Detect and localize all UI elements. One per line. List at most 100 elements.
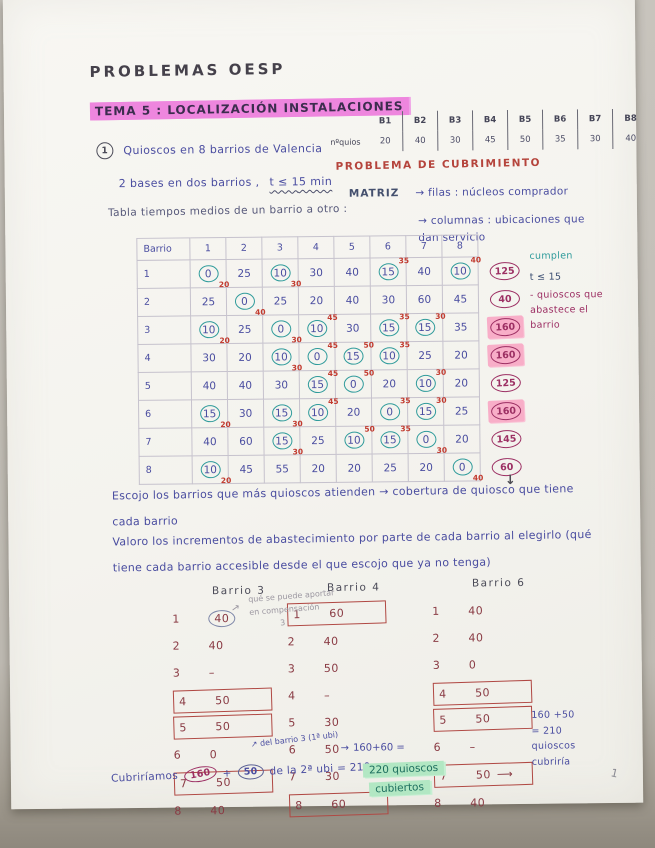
time-value: 25 bbox=[418, 349, 432, 362]
increment-barrio-number: 3 bbox=[172, 666, 181, 680]
pencil-arrow-icon: ↗ bbox=[230, 602, 241, 615]
increment-barrio-number: 4 bbox=[438, 687, 447, 701]
increment-value: 50 bbox=[474, 686, 491, 700]
increment-row: 5 50 bbox=[173, 713, 273, 740]
increment-row: 8 40 bbox=[174, 797, 266, 825]
increment-value: 50 bbox=[324, 742, 340, 757]
arrow-right-icon: → bbox=[340, 742, 350, 754]
kiosk-count-value: 45 bbox=[473, 130, 509, 151]
selected-time-value: 0 20 bbox=[198, 265, 229, 289]
increment-row: 2 40 bbox=[287, 627, 379, 655]
increment-row: 3 50 bbox=[288, 654, 380, 682]
matrix-total-header bbox=[478, 234, 530, 256]
time-value: 20 bbox=[454, 348, 468, 362]
increment-column-title: Barrio 6 bbox=[471, 576, 526, 590]
increment-value: – bbox=[469, 740, 476, 754]
matrix-cell: 30 bbox=[227, 399, 265, 428]
increment-value: 30 bbox=[324, 715, 340, 730]
time-matrix: Barrio 1 2 3 4 5 6 7 8 1 0 20 25 10 30 30 40 15 35 40 10 40 12… bbox=[136, 234, 533, 488]
increment-barrio-number: 5 bbox=[288, 716, 296, 730]
kiosk-col-header: B2 bbox=[402, 110, 439, 132]
time-value: 35 bbox=[453, 320, 468, 334]
kiosk-col-header: B4 bbox=[472, 110, 509, 131]
row-total-value: 145 bbox=[491, 429, 522, 449]
matrix-cell: 10 20 bbox=[191, 315, 230, 345]
time-value: 25 bbox=[273, 294, 288, 308]
matrix-row-label: 8 bbox=[138, 456, 193, 485]
matrix-cell: 15 30 bbox=[407, 396, 447, 427]
kiosk-row-label: nºquios bbox=[330, 137, 361, 147]
increment-row: 2 40 bbox=[172, 632, 264, 660]
row-total-cell: 160 bbox=[479, 313, 531, 342]
increment-barrio-number: 6 bbox=[173, 748, 182, 762]
increment-value: 40 bbox=[468, 604, 484, 618]
matrix-cell: 25 bbox=[227, 315, 264, 344]
time-value: 25 bbox=[454, 404, 469, 418]
selected-time-value: 15 45 bbox=[307, 369, 338, 394]
matrix-label: MATRIZ bbox=[348, 187, 400, 200]
row-total-cell: 160 bbox=[480, 397, 532, 426]
time-value: 55 bbox=[275, 462, 289, 476]
matrix-cell: 25 bbox=[407, 341, 444, 371]
matrix-cell: 25 bbox=[190, 288, 228, 317]
selected-time-value: 15 20 bbox=[199, 405, 231, 429]
selected-time-value: 10 45 bbox=[307, 397, 339, 422]
selected-time-value: 15 30 bbox=[271, 404, 303, 428]
matrix-cell: 10 20 bbox=[192, 455, 231, 485]
row-total-value: 40 bbox=[489, 289, 521, 309]
matrix-cell: 25 bbox=[226, 259, 263, 289]
increment-row: 6– bbox=[434, 733, 526, 761]
plus-sign: + bbox=[222, 766, 233, 780]
matrix-cell: 10 30 bbox=[407, 368, 446, 399]
selected-time-value: 10 35 bbox=[378, 340, 410, 365]
selected-time-value: 10 20 bbox=[200, 461, 231, 485]
time-value: 45 bbox=[453, 292, 468, 306]
analysis-paragraph-2: Valoro los incrementos de abastecimiento… bbox=[112, 527, 592, 575]
matrix-corner-label: Barrio bbox=[136, 237, 191, 261]
kiosk-count-value: 40 bbox=[403, 130, 439, 152]
matrix-cell: 40 bbox=[406, 257, 443, 287]
kiosk-count-value: 35 bbox=[543, 129, 579, 150]
increment-value: 50 bbox=[215, 719, 231, 734]
increment-barrio-number: 1 bbox=[172, 612, 180, 626]
time-value: 40 bbox=[345, 294, 360, 307]
matrix-cell: 10 40 bbox=[442, 255, 481, 286]
increment-value: 40 bbox=[470, 796, 486, 810]
matrix-cell: 45 bbox=[228, 455, 265, 484]
row-total: 125 bbox=[486, 259, 523, 283]
time-value: 20 bbox=[347, 462, 361, 475]
matrix-cell: 15 20 bbox=[191, 399, 231, 429]
time-value: 30 bbox=[381, 293, 396, 306]
increment-value: 50 bbox=[214, 693, 231, 708]
increment-value: 0 bbox=[468, 658, 477, 672]
matrix-row-label: 1 bbox=[136, 260, 191, 289]
matrix-cell: 10 30 bbox=[262, 259, 301, 288]
selected-time-value: 10 30 bbox=[270, 264, 301, 288]
time-value: 40 bbox=[202, 379, 217, 392]
time-value: 60 bbox=[239, 435, 253, 448]
time-value: 30 bbox=[309, 266, 323, 279]
time-value: 25 bbox=[383, 461, 397, 474]
matrix-col-header: 3 bbox=[262, 236, 299, 260]
kiosk-col-header: B3 bbox=[437, 110, 474, 131]
matrix-cell: 0 30 bbox=[263, 315, 302, 344]
kiosk-count-table: B1 B2 B3 B4 B5 B6 B7 B8 nºquios 20 40 30 45 50 35 30 40 bbox=[330, 108, 648, 152]
increment-barrio-number: 4 bbox=[178, 695, 187, 709]
kiosk-col-header: B6 bbox=[542, 109, 579, 130]
matrix-cell: 20 bbox=[443, 369, 480, 398]
matrix-cell: 30 bbox=[335, 314, 372, 343]
increment-row: 4– bbox=[288, 681, 380, 709]
increment-row: 7 50 ⟶ bbox=[433, 761, 534, 788]
time-value: 20 bbox=[454, 376, 469, 390]
increment-barrio-number: 3 bbox=[287, 662, 296, 676]
coverage-suffix: de la 2ª ubi = 210 bbox=[269, 760, 371, 778]
increment-barrio-number: 2 bbox=[172, 639, 181, 653]
row-total-highlighted: 160 bbox=[486, 315, 524, 339]
time-value: 40 bbox=[203, 435, 217, 448]
problem-statement-text: Quioscos en 8 barrios de Valencia bbox=[123, 141, 323, 158]
matrix-cell: 30 bbox=[298, 258, 335, 288]
increment-barrio-number: 2 bbox=[287, 635, 296, 649]
selected-time-value: 15 35 bbox=[379, 424, 411, 449]
row-total-value: 160 bbox=[490, 345, 521, 365]
matrix-cell: 55 bbox=[264, 455, 301, 484]
